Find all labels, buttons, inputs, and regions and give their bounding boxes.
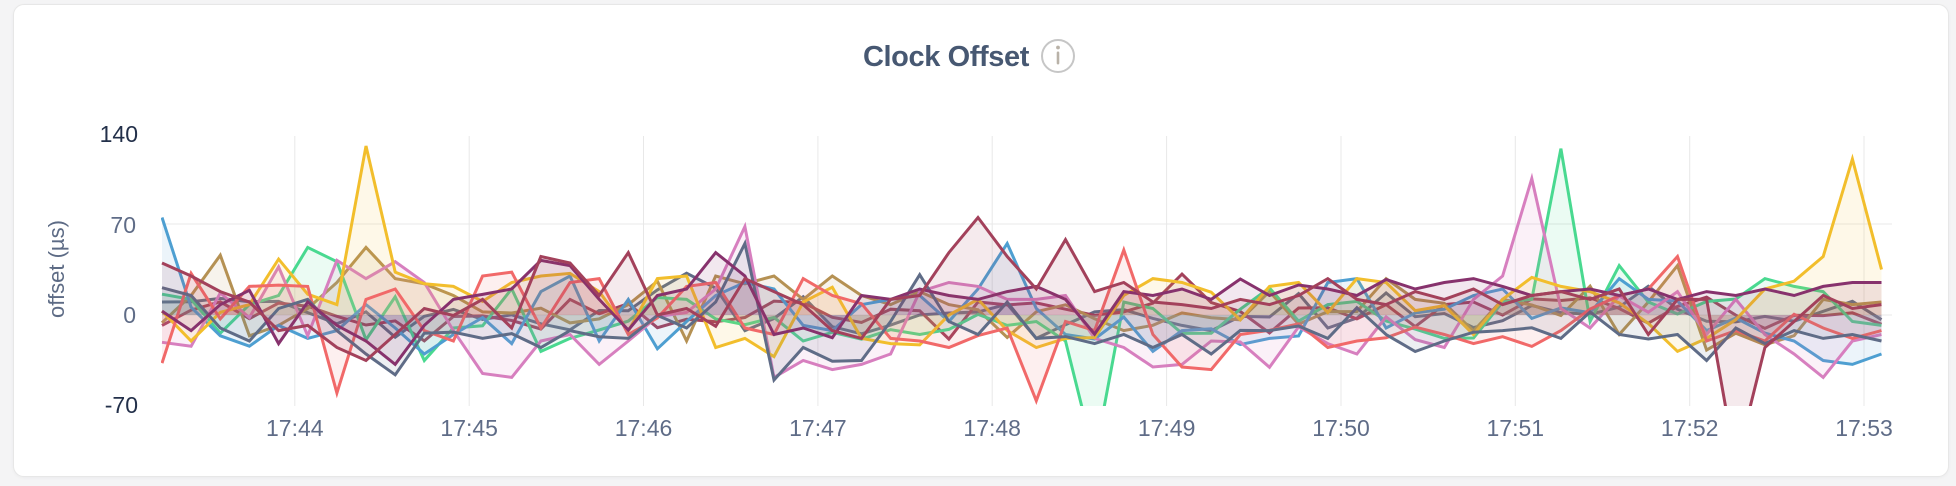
svg-text:-70: -70 [105, 392, 138, 418]
svg-text:17:49: 17:49 [1138, 415, 1196, 441]
svg-text:70: 70 [110, 212, 136, 238]
svg-text:17:46: 17:46 [615, 415, 673, 441]
svg-text:17:47: 17:47 [789, 415, 847, 441]
svg-text:17:52: 17:52 [1661, 415, 1719, 441]
svg-text:17:48: 17:48 [963, 415, 1021, 441]
svg-text:Clock Offset: Clock Offset [863, 41, 1030, 73]
svg-text:17:51: 17:51 [1487, 415, 1545, 441]
svg-text:0: 0 [123, 302, 136, 328]
svg-text:17:53: 17:53 [1835, 415, 1893, 441]
svg-text:140: 140 [100, 121, 138, 147]
svg-text:17:45: 17:45 [440, 415, 498, 441]
svg-text:17:44: 17:44 [266, 415, 324, 441]
svg-text:offset (µs): offset (µs) [44, 220, 69, 318]
svg-text:17:50: 17:50 [1312, 415, 1370, 441]
